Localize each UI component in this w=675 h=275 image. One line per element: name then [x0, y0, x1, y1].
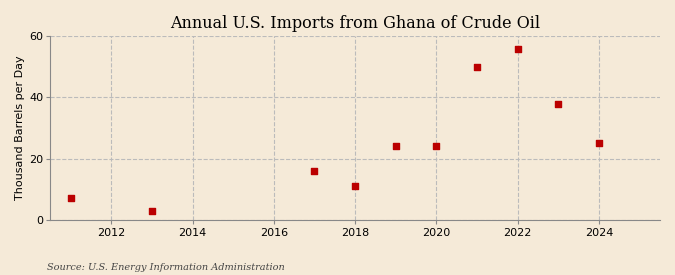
- Title: Annual U.S. Imports from Ghana of Crude Oil: Annual U.S. Imports from Ghana of Crude …: [170, 15, 540, 32]
- Point: [593, 141, 604, 145]
- Y-axis label: Thousand Barrels per Day: Thousand Barrels per Day: [15, 56, 25, 200]
- Point: [553, 101, 564, 106]
- Point: [65, 196, 76, 200]
- Point: [350, 184, 360, 188]
- Point: [146, 208, 157, 213]
- Text: Source: U.S. Energy Information Administration: Source: U.S. Energy Information Administ…: [47, 263, 285, 271]
- Point: [309, 169, 320, 173]
- Point: [390, 144, 401, 148]
- Point: [512, 46, 523, 51]
- Point: [472, 65, 483, 69]
- Point: [431, 144, 442, 148]
